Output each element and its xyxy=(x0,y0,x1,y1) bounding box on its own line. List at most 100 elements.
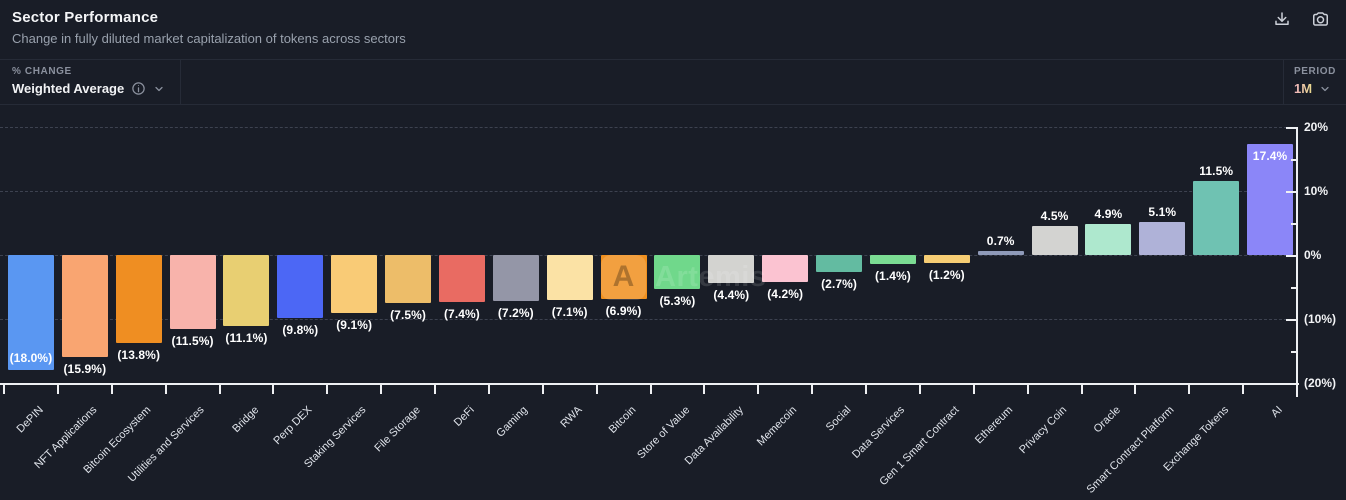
period-select[interactable]: PERIOD 1M xyxy=(1283,60,1346,104)
bar-memecoin[interactable] xyxy=(762,255,809,282)
category-label: Data Services xyxy=(850,404,908,461)
bar-value-label: (7.1%) xyxy=(551,305,588,320)
bar-gaming[interactable] xyxy=(492,255,539,302)
x-axis-tick xyxy=(1026,384,1029,394)
bar-perp-dex[interactable] xyxy=(277,255,324,318)
y-axis-tick xyxy=(1291,159,1297,161)
header-actions xyxy=(1273,0,1330,59)
category-label: File Storage xyxy=(372,404,423,455)
x-axis-tick xyxy=(3,384,5,394)
metric-select[interactable]: % CHANGE Weighted Average xyxy=(0,60,181,104)
x-axis-tick xyxy=(541,384,544,394)
bar-value-label: (4.2%) xyxy=(767,286,804,301)
x-axis-tick xyxy=(1188,384,1191,394)
x-axis-tick xyxy=(218,384,221,394)
y-axis-label: 10% xyxy=(1304,184,1329,198)
bar-nft-applications[interactable] xyxy=(61,255,108,357)
x-axis-tick xyxy=(164,384,167,394)
bar-oracle[interactable] xyxy=(1085,223,1132,255)
category-label: DePIN xyxy=(14,404,46,436)
bar-value-label: (7.2%) xyxy=(497,306,534,321)
x-axis-tick xyxy=(918,384,921,394)
x-axis-tick xyxy=(326,384,329,394)
category-label: Ethereum xyxy=(972,404,1016,447)
bar-bridge[interactable] xyxy=(223,255,270,327)
category-label: DeFi xyxy=(451,404,477,429)
bar-bitcoin-ecosystem[interactable] xyxy=(115,255,162,344)
bar-ethereum[interactable] xyxy=(977,250,1024,255)
bar-depin[interactable] xyxy=(7,255,54,371)
bar-smart-contract-platform[interactable] xyxy=(1139,222,1186,255)
bar-social[interactable] xyxy=(816,255,863,273)
gridline xyxy=(0,127,1297,128)
bar-staking-services[interactable] xyxy=(331,255,378,314)
x-axis-tick xyxy=(380,384,383,394)
chevron-down-icon[interactable] xyxy=(153,83,165,95)
category-label: AI xyxy=(1268,404,1285,420)
chevron-down-icon[interactable] xyxy=(1319,83,1331,95)
y-axis-line xyxy=(1296,127,1298,397)
bar-value-label: (7.4%) xyxy=(443,307,480,322)
period-select-value: 1M xyxy=(1294,81,1313,96)
bar-file-storage[interactable] xyxy=(385,255,432,303)
bar-gen-1-smart-contract[interactable] xyxy=(923,255,970,263)
bar-defi[interactable] xyxy=(438,255,485,303)
gridline xyxy=(0,319,1297,320)
bar-value-label: (2.7%) xyxy=(821,277,858,292)
x-axis-tick xyxy=(434,384,436,394)
camera-icon[interactable] xyxy=(1311,10,1330,59)
x-axis-tick xyxy=(1296,384,1298,394)
x-axis-tick xyxy=(972,384,975,394)
bar-value-label: (7.5%) xyxy=(390,308,427,322)
x-axis-tick xyxy=(110,384,113,394)
bar-value-label: (18.0%) xyxy=(9,351,53,366)
y-axis-label: 20% xyxy=(1304,120,1329,134)
download-icon[interactable] xyxy=(1273,10,1291,59)
x-axis-tick xyxy=(1080,384,1083,394)
info-icon[interactable] xyxy=(131,81,146,96)
header: Sector Performance Change in fully dilut… xyxy=(0,0,1346,60)
bar-value-label: 4.5% xyxy=(1040,209,1069,224)
x-axis-tick xyxy=(865,384,867,394)
sector-performance-bar-chart: A Artemis 20%10%0%(10%)(20%)(18.0%)DePIN… xyxy=(0,105,1346,500)
bar-ai[interactable] xyxy=(1247,143,1294,255)
gridline xyxy=(0,255,1297,256)
x-axis-tick xyxy=(272,384,275,394)
category-label: Social xyxy=(823,404,854,434)
bar-value-label: (9.8%) xyxy=(282,322,319,337)
period-select-label: PERIOD xyxy=(1294,66,1336,77)
bar-store-of-value[interactable] xyxy=(654,255,701,289)
bar-data-services[interactable] xyxy=(869,255,916,264)
bar-rwa[interactable] xyxy=(546,255,593,301)
x-axis-tick xyxy=(1134,384,1137,394)
bar-privacy-coin[interactable] xyxy=(1031,226,1078,255)
y-axis-tick xyxy=(1286,191,1297,193)
bar-data-availability[interactable] xyxy=(708,255,755,284)
y-axis-tick xyxy=(1286,319,1297,321)
page-subtitle: Change in fully diluted market capitaliz… xyxy=(12,31,406,46)
y-axis-tick xyxy=(1291,351,1297,353)
bar-bitcoin[interactable] xyxy=(600,255,647,300)
category-label: Bitcoin xyxy=(606,404,639,436)
bar-value-label: (6.9%) xyxy=(605,304,642,319)
metric-select-label: % CHANGE xyxy=(12,66,72,77)
x-axis-tick xyxy=(487,384,490,394)
y-axis-tick xyxy=(1291,223,1297,225)
bar-value-label: (5.3%) xyxy=(659,293,696,308)
bar-value-label: 4.9% xyxy=(1094,206,1123,221)
bar-utilities-and-services[interactable] xyxy=(169,255,216,329)
category-label: Memecoin xyxy=(755,404,800,449)
category-label: Store of Value xyxy=(634,404,692,462)
y-axis-label: 0% xyxy=(1304,248,1322,262)
bar-exchange-tokens[interactable] xyxy=(1193,181,1240,255)
x-axis-tick xyxy=(811,384,814,394)
x-axis-tick xyxy=(1242,384,1245,394)
bar-value-label: (11.1%) xyxy=(225,331,268,346)
category-label: Privacy Coin xyxy=(1016,404,1070,457)
bar-value-label: (1.4%) xyxy=(874,268,911,283)
y-axis-label: (10%) xyxy=(1304,312,1337,326)
x-axis-tick xyxy=(595,384,598,394)
bar-value-label: 11.5% xyxy=(1199,164,1234,179)
category-label: Oracle xyxy=(1091,404,1123,436)
bar-value-label: 17.4% xyxy=(1252,148,1288,163)
